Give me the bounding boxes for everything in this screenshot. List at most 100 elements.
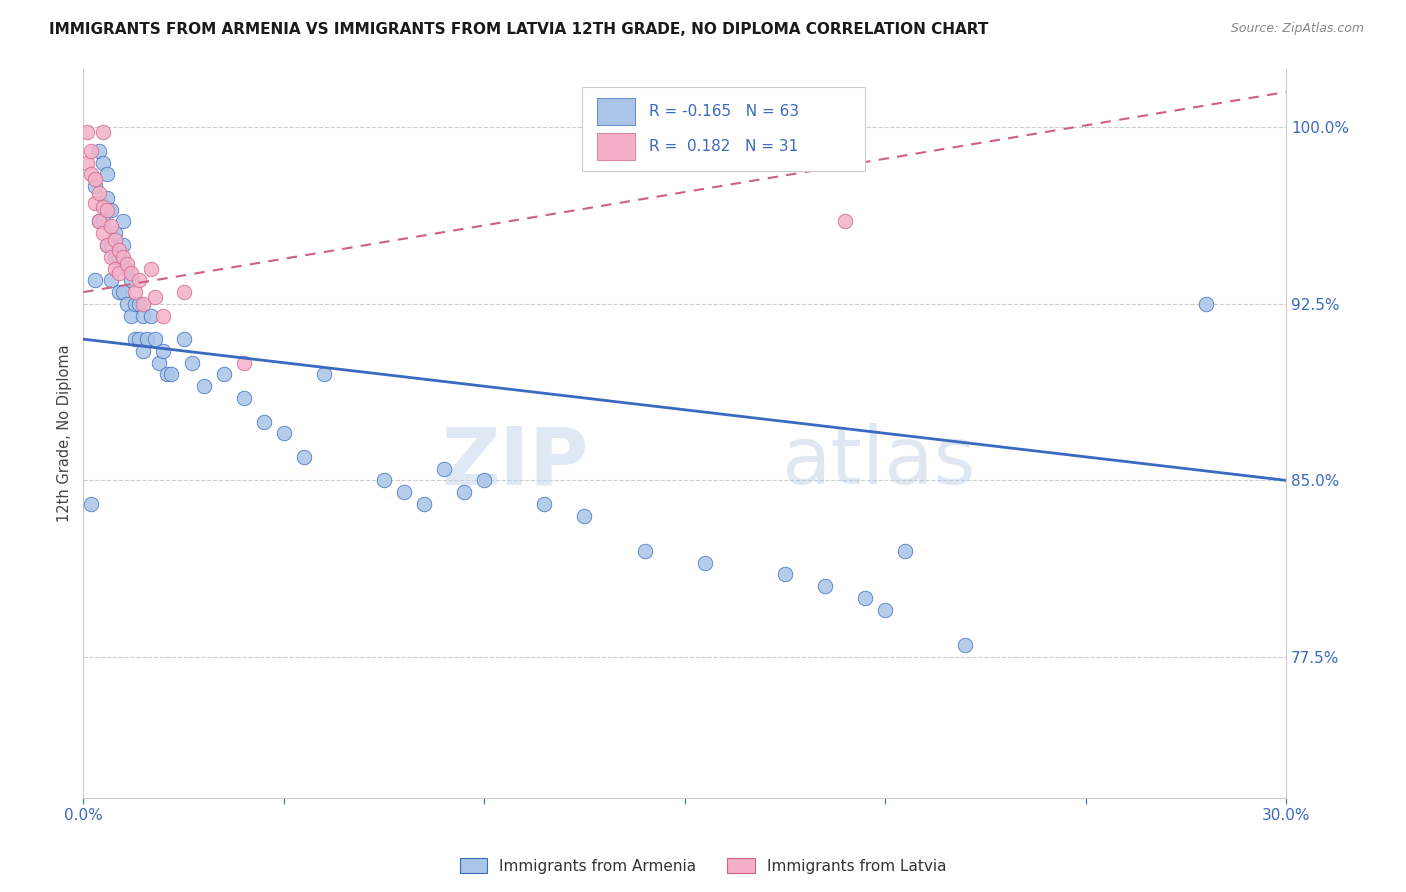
Point [104,226,127,240]
Point [193,379,215,393]
Point [132,309,155,323]
Point [117,261,139,276]
Point [413,497,436,511]
Point [89,214,111,228]
Point [136,332,159,346]
Point [124,297,146,311]
Point [120,273,142,287]
Point [433,461,456,475]
Text: Source: ZipAtlas.com: Source: ZipAtlas.com [1230,22,1364,36]
Text: R =  0.182   N = 31: R = 0.182 N = 31 [648,139,797,154]
Point [173,285,195,299]
Point [112,285,135,299]
Point [84,195,107,210]
Point [112,238,135,252]
Point [100,238,122,252]
Point [104,261,127,276]
Point [91,125,114,139]
FancyBboxPatch shape [596,133,636,161]
Point [96,238,118,252]
Point [145,332,167,346]
Point [232,391,254,405]
Point [104,250,127,264]
Point [160,368,183,382]
Point [292,450,315,464]
Point [108,250,131,264]
Point [96,168,118,182]
Point [89,144,111,158]
Point [814,579,837,593]
Point [100,273,122,287]
Point [834,214,856,228]
Text: IMMIGRANTS FROM ARMENIA VS IMMIGRANTS FROM LATVIA 12TH GRADE, NO DIPLOMA CORRELA: IMMIGRANTS FROM ARMENIA VS IMMIGRANTS FR… [49,22,988,37]
Text: atlas: atlas [780,424,976,501]
Point [96,202,118,217]
Point [100,250,122,264]
Point [108,243,131,257]
Point [84,172,107,186]
Point [273,426,295,441]
Point [112,250,135,264]
Point [76,155,98,169]
Point [472,474,495,488]
Point [152,309,174,323]
Point [124,285,146,299]
Point [173,332,195,346]
Point [84,179,107,194]
Point [1195,297,1218,311]
Point [89,186,111,201]
Point [84,273,107,287]
Y-axis label: 12th Grade, No Diploma: 12th Grade, No Diploma [58,344,72,522]
Point [232,356,254,370]
FancyBboxPatch shape [582,87,865,170]
Point [91,226,114,240]
Point [132,343,155,358]
Point [128,273,150,287]
Point [141,309,163,323]
Point [91,214,114,228]
Point [76,125,98,139]
Point [693,556,716,570]
Point [145,290,167,304]
Point [873,603,896,617]
Point [80,144,103,158]
Point [108,266,131,280]
Point [100,219,122,234]
Point [128,297,150,311]
Point [89,214,111,228]
Point [253,415,276,429]
Point [373,474,395,488]
Legend: Immigrants from Armenia, Immigrants from Latvia: Immigrants from Armenia, Immigrants from… [454,852,952,880]
Point [117,297,139,311]
Point [312,368,335,382]
Point [112,214,135,228]
Point [773,567,796,582]
Point [80,497,103,511]
Point [100,202,122,217]
Point [120,266,142,280]
Point [148,356,170,370]
Point [120,309,142,323]
Point [91,155,114,169]
Point [104,233,127,247]
Point [853,591,876,605]
Point [124,332,146,346]
Point [633,544,655,558]
Point [392,485,415,500]
Text: ZIP: ZIP [441,424,589,501]
Point [533,497,555,511]
Point [132,297,155,311]
Point [141,261,163,276]
Point [91,200,114,214]
Point [955,638,977,652]
Text: R = -0.165   N = 63: R = -0.165 N = 63 [648,104,799,119]
Point [152,343,174,358]
FancyBboxPatch shape [596,98,636,126]
Point [212,368,235,382]
Point [453,485,475,500]
Point [156,368,179,382]
Point [96,238,118,252]
Point [96,191,118,205]
Point [128,332,150,346]
Point [894,544,917,558]
